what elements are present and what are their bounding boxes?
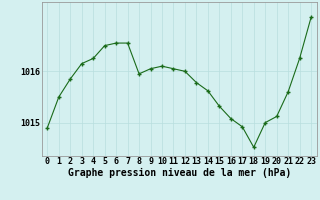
X-axis label: Graphe pression niveau de la mer (hPa): Graphe pression niveau de la mer (hPa)	[68, 168, 291, 178]
